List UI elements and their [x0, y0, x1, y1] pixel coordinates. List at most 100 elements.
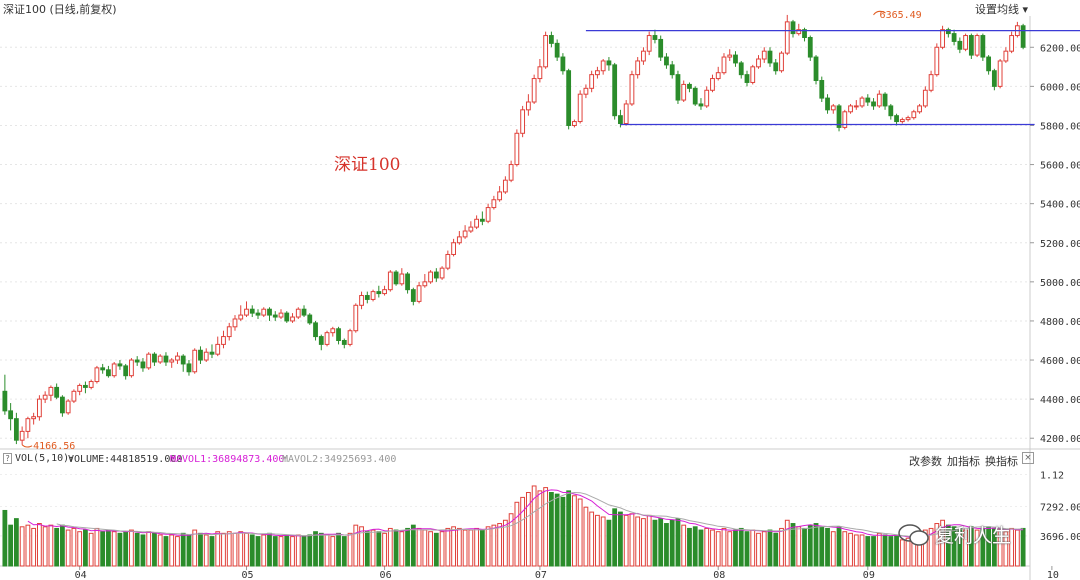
candle-body	[341, 339, 347, 345]
volume-bar	[779, 527, 784, 567]
volume-bar	[146, 531, 152, 567]
candle-body	[175, 355, 180, 361]
volume-bar	[54, 527, 60, 567]
volume-bar	[825, 527, 830, 567]
price-tick-label: 4200.00	[1040, 434, 1080, 445]
candle-body	[31, 416, 37, 420]
candle-body	[945, 29, 951, 35]
candle-body	[911, 111, 917, 119]
candle-body	[301, 308, 307, 316]
volume-bar	[784, 519, 790, 567]
volume-bar	[330, 536, 336, 567]
volume-bar	[646, 514, 652, 567]
candle-body	[836, 105, 842, 128]
volume-bar	[301, 536, 307, 567]
volume-bar	[433, 532, 439, 567]
candle-body	[842, 111, 848, 128]
volume-bar	[261, 534, 267, 567]
candle-body	[324, 332, 330, 345]
volume-bar	[548, 492, 554, 567]
ma-settings-button[interactable]: 设置均线 ▾	[975, 1, 1028, 17]
candle-body	[249, 308, 255, 314]
volume-bar	[71, 527, 77, 567]
volume-bar	[658, 518, 664, 567]
volume-bar	[997, 529, 1003, 567]
volume-bar	[192, 529, 198, 567]
volume-bar	[399, 531, 405, 567]
volume-bar	[169, 534, 175, 567]
volume-bar	[600, 516, 606, 567]
candle-body	[60, 396, 65, 414]
candle-body	[100, 367, 106, 371]
mavol1-line	[27, 489, 1024, 539]
candle-body	[905, 117, 911, 121]
close-icon[interactable]: ×	[1022, 452, 1034, 464]
candle-body	[36, 398, 42, 418]
volume-bar	[31, 527, 37, 567]
chart-header: 深证100 (日线,前复权) 设置均线 ▾	[0, 0, 1080, 16]
volume-bar	[485, 526, 491, 567]
candle-body	[744, 74, 750, 83]
switch-indicator-button[interactable]: 换指标	[985, 455, 1018, 468]
volume-bar	[416, 527, 422, 567]
candle-body	[238, 314, 244, 320]
volume-bar	[19, 526, 25, 567]
candle-body	[117, 363, 123, 367]
candle-body	[733, 54, 738, 64]
volume-bar	[318, 532, 324, 567]
candle-body	[790, 21, 796, 35]
volume-bar	[974, 529, 980, 567]
volume-bar	[595, 514, 600, 567]
candle-body	[370, 291, 376, 300]
volume-bar	[968, 526, 974, 567]
volume-bar	[807, 524, 813, 567]
candle-body	[715, 72, 721, 80]
volume-bar	[249, 534, 255, 567]
candle-body	[491, 199, 497, 209]
candle-body	[968, 35, 974, 56]
volume-bar	[899, 539, 905, 567]
price-tick-label: 5800.00	[1040, 121, 1080, 132]
volume-bar	[60, 524, 65, 567]
volume-bar	[215, 531, 221, 567]
volume-bar	[370, 529, 376, 567]
edit-params-button[interactable]: 改参数	[909, 455, 942, 468]
volume-bar	[773, 532, 779, 567]
volume-indicator-bar: ? VOL(5,10) VOLUME:44818519.000 ↑ MAVOL1…	[0, 452, 1080, 468]
help-icon[interactable]: ?	[3, 453, 12, 464]
volume-bar	[376, 531, 382, 567]
candle-body	[71, 390, 77, 402]
candle-body	[330, 328, 336, 334]
volume-bar	[65, 529, 71, 567]
price-tick-label: 5200.00	[1040, 239, 1080, 250]
candle-body	[439, 267, 445, 279]
candle-body	[1020, 25, 1026, 48]
candle-body	[566, 70, 572, 126]
candle-body	[88, 381, 94, 388]
volume-bar	[606, 519, 612, 567]
volume-bar	[583, 506, 589, 567]
volume-bar	[710, 529, 715, 567]
volume-bar	[209, 536, 215, 567]
candle-body	[215, 343, 221, 355]
volume-bar	[267, 532, 272, 567]
volume-bar	[284, 534, 290, 567]
volume-bar	[244, 532, 249, 567]
volume-bar	[681, 524, 687, 567]
candle-body	[106, 369, 111, 377]
add-indicator-button[interactable]: 加指标	[947, 455, 980, 468]
volume-bar	[382, 532, 387, 567]
candle-body	[462, 230, 468, 238]
candle-body	[934, 46, 940, 76]
candle-body	[859, 97, 865, 107]
volume-bar	[479, 529, 485, 567]
volume-bar	[876, 532, 882, 567]
volume-bar	[364, 531, 370, 567]
volume-bar	[572, 495, 577, 567]
candle-body	[134, 359, 140, 363]
x-tick-label: 04	[75, 570, 87, 580]
x-tick-label: 06	[380, 570, 392, 580]
candle-body	[83, 384, 88, 388]
low-marker-arrow	[21, 444, 33, 448]
